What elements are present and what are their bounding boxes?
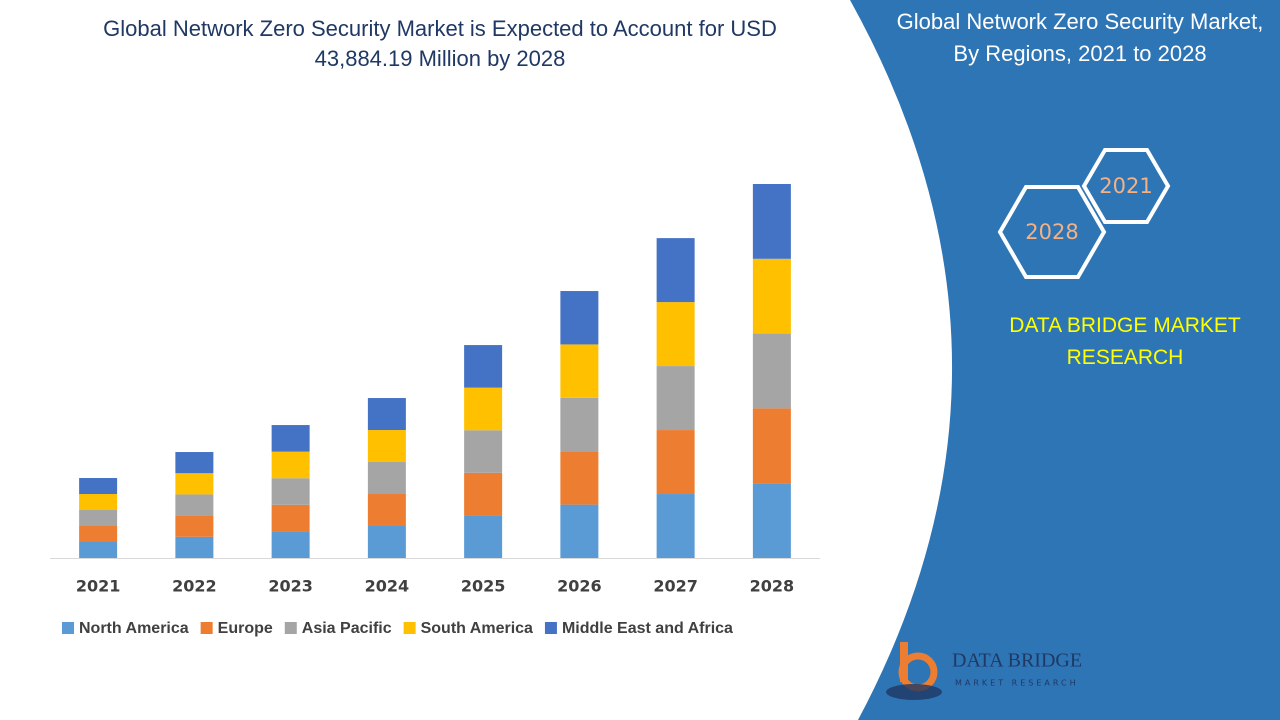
bar-segment	[656, 238, 695, 303]
bar-segment	[464, 430, 503, 473]
bar-segment	[752, 408, 791, 484]
legend-swatch	[403, 622, 416, 634]
bar-segment	[367, 398, 406, 431]
bar-segment	[271, 504, 310, 532]
legend-label: South America	[421, 620, 533, 637]
bar-segment	[271, 451, 310, 479]
bar-segment	[79, 510, 118, 527]
side-panel	[850, 0, 1280, 720]
x-tick-label: 2023	[268, 577, 313, 596]
bar-segment	[271, 425, 310, 452]
x-tick-label: 2026	[557, 577, 602, 596]
bar-segment	[560, 451, 599, 505]
x-tick-label: 2028	[750, 577, 795, 596]
bar-segment	[656, 494, 695, 558]
badge: 2021	[1099, 174, 1152, 198]
legend-swatch	[544, 622, 557, 634]
x-tick-label: 2024	[365, 577, 410, 596]
bar-segment	[656, 366, 695, 431]
bar-segment	[367, 462, 406, 495]
bar-segment	[79, 478, 118, 495]
x-tick-label: 2027	[653, 577, 698, 596]
bar-segment	[175, 473, 214, 495]
panel-title: Global Network Zero Security Market, By …	[896, 9, 1264, 66]
bar-segment	[79, 526, 118, 543]
bar-segment	[464, 387, 503, 431]
legend-swatch	[62, 622, 74, 634]
hexagon	[1081, 148, 1171, 224]
legend-label: North America	[79, 620, 189, 637]
bar-segment	[367, 494, 406, 527]
bar-segment	[752, 483, 791, 558]
bar-segment	[560, 344, 599, 398]
bar-segment	[367, 526, 406, 558]
legend-swatch	[200, 622, 213, 634]
bar-segment	[560, 397, 599, 452]
logo	[886, 642, 942, 700]
bar-segment	[752, 333, 791, 409]
x-tick-label: 2022	[172, 577, 217, 596]
legend-label: Asia Pacific	[302, 620, 392, 637]
bar-segment	[79, 494, 118, 511]
bar-segment	[175, 515, 214, 537]
bar-segment	[271, 478, 310, 505]
logo-sub: MARKET RESEARCH	[955, 679, 1079, 688]
bar-segment	[367, 430, 406, 463]
bar-segment	[752, 258, 791, 334]
bar-segment	[656, 430, 695, 495]
bar-segment	[464, 472, 503, 516]
bar-segment	[560, 291, 599, 345]
bar-segment	[464, 345, 503, 388]
bar-segment	[560, 504, 599, 558]
bar-segment	[656, 302, 695, 367]
bar-segment	[175, 452, 214, 474]
legend-label: Europe	[218, 620, 273, 637]
legend-swatch	[284, 622, 297, 634]
bar-segment	[271, 531, 310, 558]
bar-segment	[752, 184, 791, 259]
brand: DATA BRIDGE MARKET RESEARCH	[1009, 314, 1241, 369]
hexagon	[997, 185, 1107, 279]
x-tick-label: 2025	[461, 577, 506, 596]
badge: 2028	[1025, 220, 1078, 244]
bar-segment	[464, 515, 503, 558]
bar-segment	[175, 494, 214, 516]
legend-label: Middle East and Africa	[562, 620, 733, 637]
logo-name: DATA BRIDGE	[952, 650, 1082, 672]
logo-base	[886, 684, 942, 700]
chart-title: Global Network Zero Security Market is E…	[103, 16, 777, 71]
bar-segment	[175, 536, 214, 558]
bar-segment	[79, 542, 118, 558]
x-tick-label: 2021	[76, 577, 121, 596]
